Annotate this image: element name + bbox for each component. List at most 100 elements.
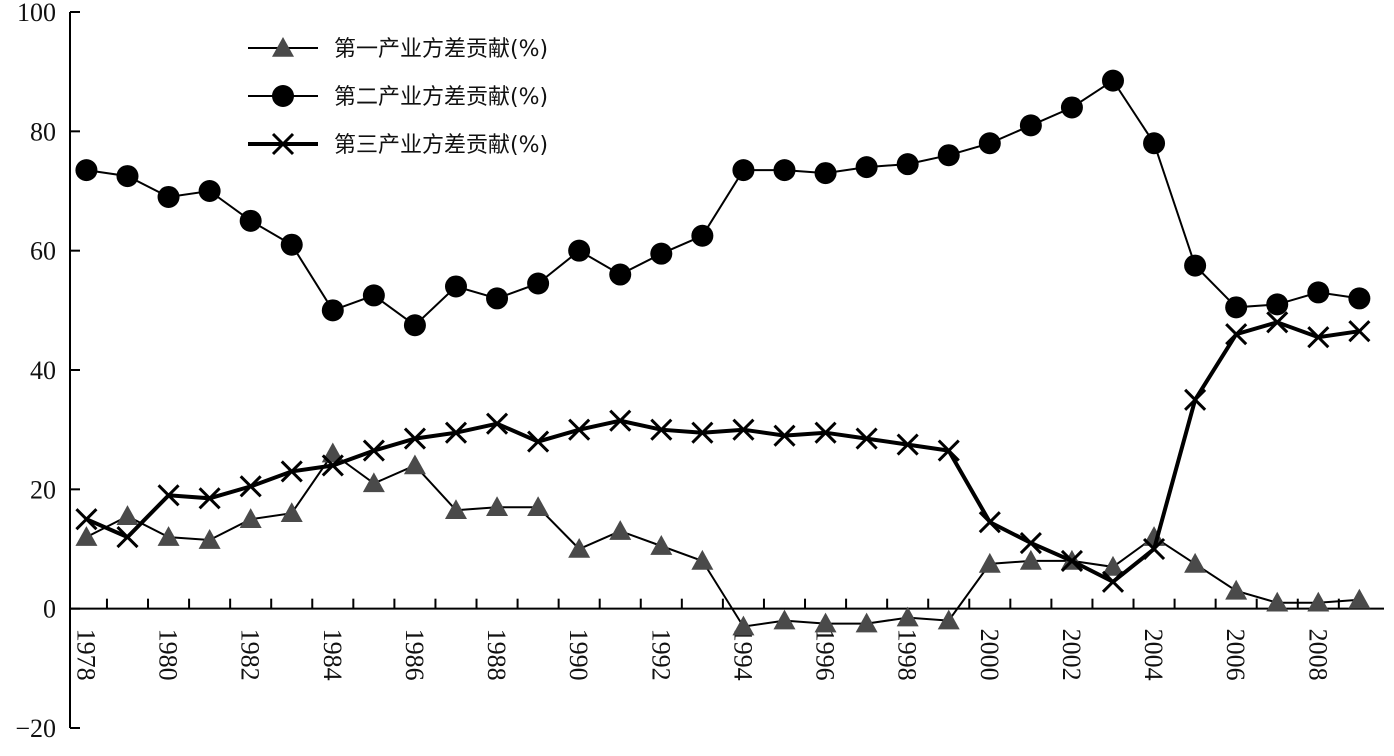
x-tick-label: 1994 (728, 629, 757, 681)
data-point (609, 520, 632, 540)
data-point (444, 499, 467, 520)
data-point (896, 153, 919, 176)
data-point-stroke (937, 439, 960, 462)
x-tick-label: 1982 (236, 629, 265, 681)
data-point (1101, 69, 1124, 92)
data-point (1266, 591, 1289, 612)
x-tick-label: 1998 (893, 629, 922, 681)
data-point (157, 526, 180, 546)
legend-marker (271, 132, 295, 156)
data-point-stroke (239, 475, 262, 498)
x-tick-label: 1988 (482, 629, 511, 681)
data-point (198, 529, 221, 549)
x-tick-label: 2004 (1139, 629, 1168, 681)
data-point-stroke (732, 418, 755, 441)
data-point-stroke (1101, 570, 1125, 593)
data-point (486, 496, 509, 517)
data-point (1307, 281, 1330, 304)
y-tick-label: −20 (15, 714, 56, 743)
data-point-stroke (527, 430, 550, 453)
data-point (978, 511, 1001, 534)
data-point (896, 433, 919, 456)
y-axis-ticks: −20 0 20 40 60 80 100 (15, 0, 80, 743)
data-point (280, 233, 303, 256)
data-point (1307, 326, 1330, 349)
data-point (280, 460, 303, 483)
data-point-stroke (271, 132, 295, 156)
data-point (1348, 287, 1371, 310)
data-point-stroke (1266, 311, 1289, 334)
x-tick-label: 1990 (564, 629, 593, 681)
data-point (321, 454, 344, 477)
data-point (1225, 579, 1248, 600)
data-point (239, 209, 262, 232)
data-point (239, 508, 262, 528)
data-point (1143, 526, 1166, 546)
data-point (157, 484, 180, 507)
data-point (1184, 388, 1207, 411)
data-point (527, 430, 550, 453)
data-point (486, 287, 509, 310)
x-tick-label: 1996 (811, 629, 840, 681)
data-point (1101, 555, 1124, 576)
data-point-stroke (444, 421, 468, 444)
data-point (691, 549, 714, 570)
legend: 第一产业方差贡献(%) 第二产业方差贡献(%) 第三产业方差贡献(%) (248, 37, 548, 158)
data-point (1307, 591, 1330, 612)
x-tick-label: 2008 (1303, 629, 1332, 681)
data-point (116, 526, 139, 549)
data-point (75, 159, 98, 182)
data-point (691, 224, 714, 247)
data-point-stroke (1348, 320, 1371, 343)
data-point (485, 412, 509, 435)
data-point-stroke (280, 460, 303, 483)
data-point-stroke (116, 526, 139, 549)
data-point (1142, 537, 1166, 561)
data-point-stroke (157, 484, 180, 507)
data-point (116, 505, 139, 525)
series-3 (75, 311, 1371, 593)
data-point (568, 418, 591, 441)
series-2 (75, 69, 1371, 337)
x-tick-label: 2002 (1057, 629, 1086, 681)
data-point (937, 144, 960, 167)
legend-item: 第二产业方差贡献(%) (248, 85, 548, 110)
data-point (116, 165, 139, 188)
data-point (1266, 311, 1289, 334)
data-point (1019, 114, 1042, 137)
data-point-stroke (568, 418, 591, 441)
data-point-stroke (773, 424, 796, 447)
data-point (568, 239, 591, 262)
data-point-stroke (1184, 388, 1207, 411)
data-point (527, 496, 550, 517)
legend-marker (272, 85, 294, 107)
data-point (937, 439, 960, 462)
data-point (1225, 323, 1248, 346)
data-point (1266, 293, 1289, 316)
data-point (1348, 588, 1371, 609)
data-point-stroke (855, 427, 878, 450)
y-tick-label: 20 (30, 475, 56, 504)
y-tick-label: 60 (30, 237, 56, 266)
data-point (732, 159, 755, 182)
data-point (978, 552, 1001, 573)
series-line (85, 320, 1360, 585)
data-point (650, 242, 673, 265)
data-point (1184, 254, 1207, 277)
data-point (978, 132, 1001, 155)
legend-item: 第三产业方差贡献(%) (248, 132, 548, 158)
data-point (444, 421, 468, 444)
data-point (650, 535, 673, 555)
data-point (937, 609, 960, 630)
data-point (732, 418, 755, 441)
data-point (527, 272, 550, 295)
data-point (773, 609, 796, 630)
data-point-stroke (650, 418, 673, 441)
data-point (1225, 296, 1248, 319)
data-point-stroke (1060, 549, 1083, 572)
data-point-stroke (1225, 323, 1248, 346)
data-point-stroke (362, 439, 385, 462)
data-point (362, 284, 385, 307)
data-point (1060, 549, 1083, 572)
